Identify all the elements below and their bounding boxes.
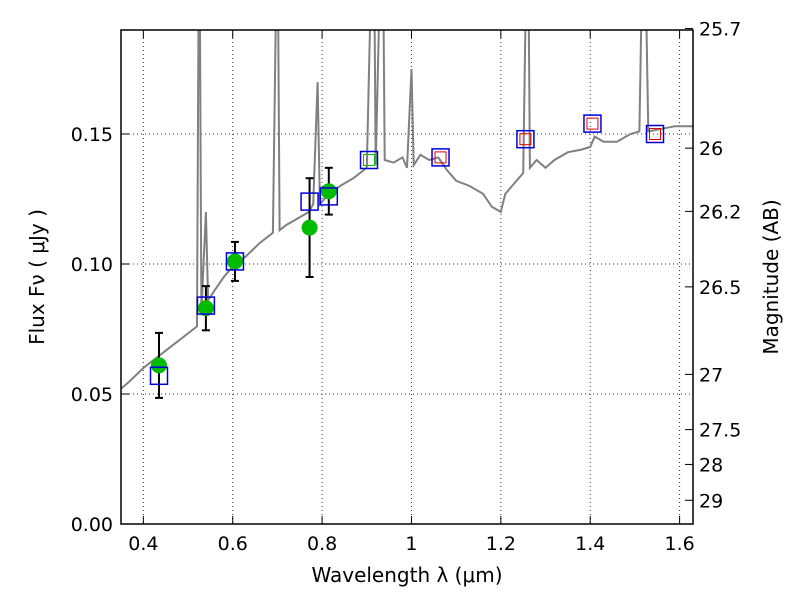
- y-right-axis-ticks: 25.7 26 26.2 26.5 27 27.5 28 29: [685, 19, 741, 512]
- x-tick-label: 1: [405, 533, 417, 555]
- y-right-tick-label: 26.5: [699, 277, 741, 299]
- model-box: [149, 366, 169, 386]
- model-box: [583, 114, 602, 133]
- y-tick-label: 0.15: [71, 124, 113, 146]
- observed-point: [197, 300, 214, 317]
- spectrum-line: [121, 30, 693, 390]
- y-right-tick-label: 28: [699, 454, 723, 476]
- y-right-tick-label: 25.7: [699, 19, 741, 41]
- observed-point: [226, 253, 243, 270]
- model-boxes: [149, 114, 665, 386]
- y-right-tick-label: 26.2: [699, 201, 741, 223]
- x-tick-label: 1.4: [575, 533, 605, 555]
- plot-frame: [120, 29, 694, 525]
- y-right-tick-label: 27.5: [699, 420, 741, 442]
- model-box: [431, 148, 450, 167]
- model-box: [300, 192, 319, 211]
- x-tick-label: 0.8: [307, 533, 337, 555]
- x-axis-ticks: 0.4 0.6 0.8 1 1.2 1.4 1.6: [128, 30, 695, 555]
- x-tick-label: 1.6: [664, 533, 694, 555]
- model-box: [225, 252, 245, 271]
- model-box: [319, 187, 339, 206]
- x-tick-label: 0.4: [128, 533, 158, 555]
- model-box-inner: [363, 154, 376, 166]
- observed-point: [320, 183, 337, 200]
- y-tick-label: 0.10: [71, 254, 113, 276]
- model-box-inner: [519, 133, 532, 146]
- model-box-inner: [434, 151, 447, 164]
- plot-data: [121, 30, 693, 399]
- y-right-tick-label: 29: [699, 490, 723, 512]
- y-axis-label: Flux Fν ( μJy ): [25, 209, 49, 345]
- model-box-inner: [649, 128, 662, 140]
- model-box: [645, 124, 665, 144]
- model-box: [359, 150, 379, 170]
- y-right-tick-label: 26: [699, 138, 723, 160]
- y-tick-label: 0.05: [71, 384, 113, 406]
- x-axis-label: Wavelength λ (μm): [311, 563, 502, 587]
- error-bars: [154, 166, 333, 399]
- model-box-inner: [586, 117, 599, 130]
- x-tick-label: 1.2: [486, 533, 516, 555]
- y-right-axis-label: Magnitude (AB): [759, 199, 783, 354]
- model-box: [196, 296, 216, 315]
- model-box: [516, 129, 535, 149]
- y-axis-ticks: 0.00 0.05 0.10 0.15: [71, 124, 129, 536]
- y-right-tick-label: 27: [699, 364, 723, 386]
- observed-point: [150, 357, 167, 374]
- y-tick-label: 0.00: [71, 514, 113, 536]
- x-tick-label: 0.6: [218, 533, 248, 555]
- observed-point: [301, 219, 318, 236]
